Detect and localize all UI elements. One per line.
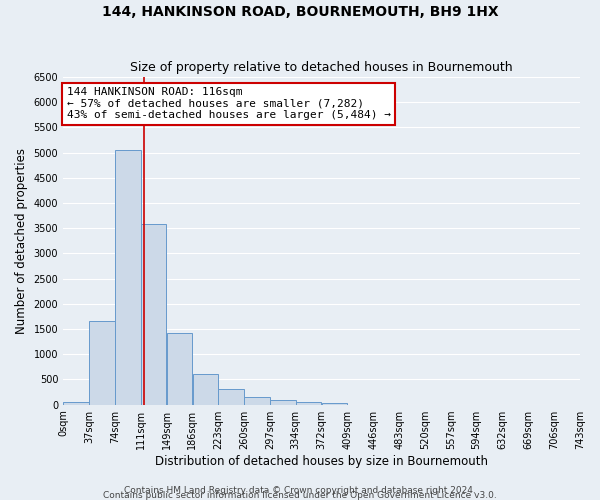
Text: Contains HM Land Registry data © Crown copyright and database right 2024.: Contains HM Land Registry data © Crown c… [124,486,476,495]
X-axis label: Distribution of detached houses by size in Bournemouth: Distribution of detached houses by size … [155,454,488,468]
Text: 144 HANKINSON ROAD: 116sqm
← 57% of detached houses are smaller (7,282)
43% of s: 144 HANKINSON ROAD: 116sqm ← 57% of deta… [67,87,391,120]
Bar [322,403,347,404]
Text: Contains public sector information licensed under the Open Government Licence v3: Contains public sector information licen… [103,490,497,500]
Bar [244,397,270,404]
Bar [193,374,218,404]
Bar [115,150,140,405]
Text: 144, HANKINSON ROAD, BOURNEMOUTH, BH9 1HX: 144, HANKINSON ROAD, BOURNEMOUTH, BH9 1H… [101,5,499,19]
Bar [141,224,166,404]
Bar [270,400,296,404]
Bar [64,402,89,404]
Bar [89,322,115,404]
Title: Size of property relative to detached houses in Bournemouth: Size of property relative to detached ho… [130,62,513,74]
Bar [296,402,322,404]
Bar [167,333,192,404]
Bar [218,390,244,404]
Y-axis label: Number of detached properties: Number of detached properties [15,148,28,334]
